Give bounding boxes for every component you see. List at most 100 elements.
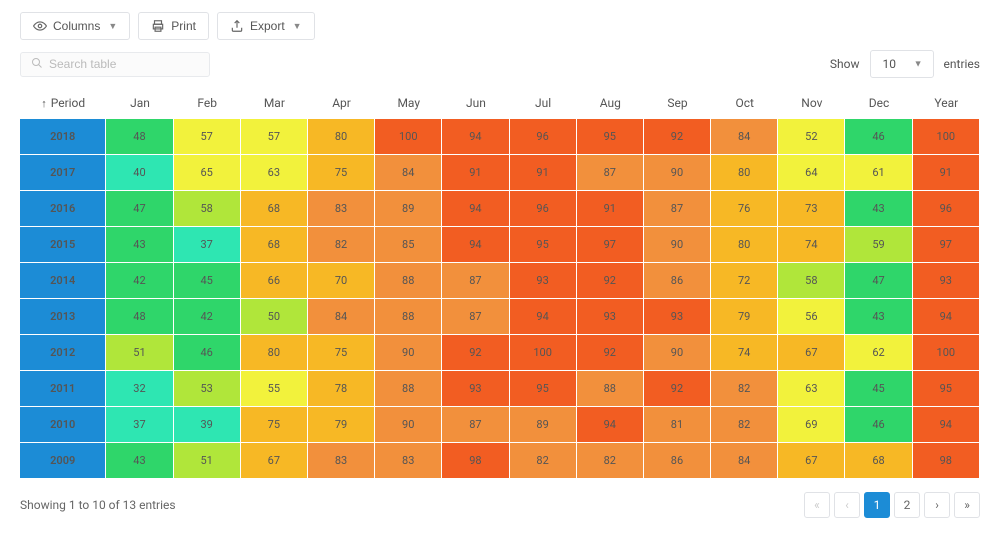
heat-cell: 87 [442, 298, 509, 334]
pager-first[interactable]: « [804, 492, 830, 518]
column-header-sep[interactable]: Sep [644, 88, 711, 118]
heat-cell: 74 [778, 226, 845, 262]
columns-button[interactable]: Columns ▼ [20, 12, 130, 40]
heat-cell: 82 [711, 406, 778, 442]
heat-cell: 84 [711, 118, 778, 154]
column-header-jan[interactable]: Jan [106, 88, 173, 118]
heat-cell: 47 [106, 190, 173, 226]
heat-cell: 89 [375, 190, 442, 226]
heat-cell: 72 [711, 262, 778, 298]
column-header-jul[interactable]: Jul [510, 88, 577, 118]
column-header-dec[interactable]: Dec [845, 88, 912, 118]
period-cell: 2010 [20, 406, 106, 442]
export-button[interactable]: Export ▼ [217, 12, 315, 40]
heat-cell: 81 [644, 406, 711, 442]
heat-cell: 48 [106, 298, 173, 334]
heat-cell: 94 [913, 298, 980, 334]
heat-cell: 57 [241, 118, 308, 154]
page-size-select[interactable]: 10 [870, 50, 934, 78]
heat-cell: 56 [778, 298, 845, 334]
heat-cell: 84 [375, 154, 442, 190]
heat-cell: 64 [778, 154, 845, 190]
heat-cell: 80 [308, 118, 375, 154]
heatmap-table: ↑PeriodJanFebMarAprMayJunJulAugSepOctNov… [20, 88, 980, 478]
heat-cell: 51 [106, 334, 173, 370]
toolbar: Columns ▼ Print Export ▼ [20, 12, 980, 40]
heat-cell: 87 [442, 262, 509, 298]
column-header-feb[interactable]: Feb [174, 88, 241, 118]
heat-cell: 94 [577, 406, 644, 442]
heat-cell: 87 [644, 190, 711, 226]
heat-cell: 43 [845, 298, 912, 334]
heat-cell: 87 [577, 154, 644, 190]
heat-cell: 75 [241, 406, 308, 442]
heat-cell: 82 [510, 442, 577, 478]
heat-cell: 40 [106, 154, 173, 190]
heat-cell: 63 [778, 370, 845, 406]
table-row: 201740656375849191879080646191 [20, 154, 980, 190]
heat-cell: 42 [106, 262, 173, 298]
column-header-aug[interactable]: Aug [577, 88, 644, 118]
heat-cell: 50 [241, 298, 308, 334]
pager-page-2[interactable]: 2 [894, 492, 920, 518]
search-wrap [20, 52, 210, 77]
heat-cell: 48 [106, 118, 173, 154]
heat-cell: 100 [913, 118, 980, 154]
heat-cell: 68 [241, 226, 308, 262]
table-row: 20184857578010094969592845246100 [20, 118, 980, 154]
heat-cell: 37 [106, 406, 173, 442]
heat-cell: 86 [644, 262, 711, 298]
entries-selector: Show 10 entries [830, 50, 980, 78]
pager-next[interactable]: › [924, 492, 950, 518]
pager-last[interactable]: » [954, 492, 980, 518]
heat-cell: 80 [711, 154, 778, 190]
heat-cell: 61 [845, 154, 912, 190]
heat-cell: 95 [510, 226, 577, 262]
heat-cell: 66 [241, 262, 308, 298]
pager-prev[interactable]: ‹ [834, 492, 860, 518]
heat-cell: 92 [644, 118, 711, 154]
heat-cell: 92 [644, 370, 711, 406]
pager-page-1[interactable]: 1 [864, 492, 890, 518]
heat-cell: 93 [913, 262, 980, 298]
column-header-year[interactable]: Year [913, 88, 980, 118]
chevron-down-icon: ▼ [108, 21, 117, 31]
table-row: 201132535578889395889282634595 [20, 370, 980, 406]
column-header-may[interactable]: May [375, 88, 442, 118]
period-cell: 2014 [20, 262, 106, 298]
column-header-period[interactable]: ↑Period [20, 88, 106, 118]
controls-row: Show 10 entries [20, 50, 980, 78]
heat-cell: 51 [174, 442, 241, 478]
heat-cell: 94 [913, 406, 980, 442]
heat-cell: 96 [510, 118, 577, 154]
period-cell: 2012 [20, 334, 106, 370]
heat-cell: 67 [778, 334, 845, 370]
heat-cell: 79 [711, 298, 778, 334]
table-row: 201037397579908789948182694694 [20, 406, 980, 442]
print-icon [151, 19, 165, 33]
heat-cell: 67 [241, 442, 308, 478]
heat-cell: 73 [778, 190, 845, 226]
heat-cell: 58 [174, 190, 241, 226]
column-header-nov[interactable]: Nov [778, 88, 845, 118]
heat-cell: 82 [577, 442, 644, 478]
period-cell: 2018 [20, 118, 106, 154]
heat-cell: 97 [913, 226, 980, 262]
heat-cell: 98 [913, 442, 980, 478]
heat-cell: 43 [106, 226, 173, 262]
column-header-mar[interactable]: Mar [241, 88, 308, 118]
search-input[interactable] [49, 57, 199, 71]
heat-cell: 83 [308, 190, 375, 226]
heat-cell: 84 [711, 442, 778, 478]
column-header-oct[interactable]: Oct [711, 88, 778, 118]
column-header-apr[interactable]: Apr [308, 88, 375, 118]
heat-cell: 90 [375, 406, 442, 442]
print-button[interactable]: Print [138, 12, 209, 40]
heat-cell: 92 [442, 334, 509, 370]
heat-cell: 63 [241, 154, 308, 190]
heat-cell: 90 [375, 334, 442, 370]
heat-cell: 37 [174, 226, 241, 262]
heat-cell: 82 [711, 370, 778, 406]
column-header-jun[interactable]: Jun [442, 88, 509, 118]
period-cell: 2009 [20, 442, 106, 478]
